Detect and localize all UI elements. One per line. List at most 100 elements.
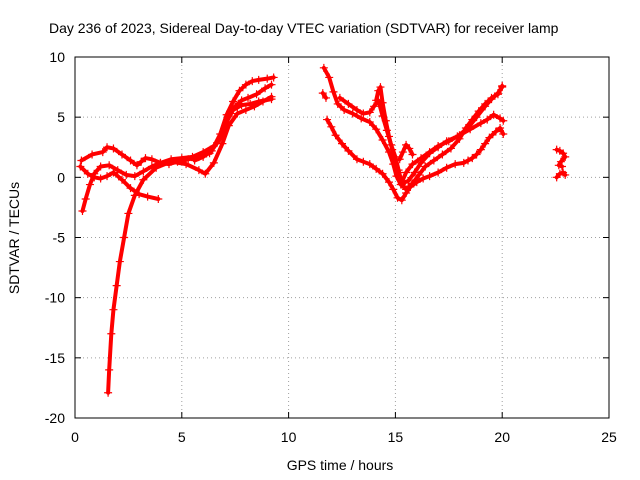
data-point [98, 148, 107, 157]
series-trace-e [190, 73, 278, 165]
data-point [237, 101, 246, 110]
data-point [141, 154, 150, 163]
data-point [154, 194, 163, 203]
data-point [83, 169, 92, 178]
data-point [496, 123, 505, 132]
y-tick-label: 0 [57, 169, 65, 185]
y-tick-label: 10 [49, 49, 65, 65]
data-point [468, 154, 477, 163]
data-point [109, 144, 118, 153]
data-point [434, 143, 443, 152]
x-tick-label: 10 [281, 429, 297, 445]
y-tick-label: 5 [57, 109, 65, 125]
data-point [331, 131, 340, 140]
data-point [209, 158, 218, 167]
data-point [498, 81, 507, 90]
data-point [229, 97, 238, 106]
data-point [190, 156, 199, 165]
data-point [376, 83, 385, 92]
data-point [455, 134, 464, 143]
data-point [96, 162, 105, 171]
data-point [325, 73, 334, 82]
data-point [410, 168, 419, 177]
x-tick-label: 25 [601, 429, 617, 445]
data-point [365, 160, 374, 169]
data-point [96, 174, 105, 183]
y-axis-label: SDTVAR / TECUs [6, 182, 22, 294]
data-point [481, 99, 490, 108]
data-point [489, 110, 498, 119]
data-point [558, 162, 567, 171]
data-point [397, 196, 406, 205]
data-point [365, 108, 374, 117]
data-point [105, 365, 114, 374]
data-point [327, 122, 336, 131]
data-point [143, 192, 152, 201]
data-point [384, 178, 393, 187]
data-point [109, 168, 118, 177]
data-point [405, 144, 414, 153]
x-axis-label: GPS time / hours [287, 457, 394, 473]
data-point [147, 162, 156, 171]
data-point [76, 162, 85, 171]
data-point [222, 110, 231, 119]
data-point [372, 125, 381, 134]
series-trace-m [552, 168, 570, 182]
data-point [263, 74, 272, 83]
data-point [391, 156, 400, 165]
series-trace-j [372, 81, 507, 194]
data-point [468, 115, 477, 124]
data-point [378, 169, 387, 178]
data-point [156, 158, 165, 167]
data-point [199, 152, 208, 161]
grid-lines [75, 57, 609, 418]
data-point [359, 109, 368, 118]
data-point [372, 164, 381, 173]
data-point [381, 116, 390, 125]
data-point [117, 175, 126, 184]
data-point [104, 388, 113, 397]
data-point [487, 93, 496, 102]
data-point [241, 80, 250, 89]
data-point [147, 155, 156, 164]
data-point [348, 109, 357, 118]
data-point [318, 89, 327, 98]
data-series [76, 63, 570, 397]
data-point [384, 132, 393, 141]
data-point [442, 163, 451, 172]
data-point [493, 90, 502, 99]
y-tick-label: -20 [45, 410, 65, 426]
data-point [408, 160, 417, 169]
data-point [491, 127, 500, 136]
data-point [438, 150, 447, 159]
data-point [344, 99, 353, 108]
data-point [372, 96, 381, 105]
data-point [561, 152, 570, 161]
x-tick-label: 5 [178, 429, 186, 445]
data-point [218, 139, 227, 148]
data-point [241, 105, 250, 114]
data-point [499, 116, 508, 125]
data-point [389, 185, 398, 194]
data-point [485, 133, 494, 142]
data-point [248, 77, 257, 86]
data-point [472, 150, 481, 159]
data-point [476, 145, 485, 154]
data-point [561, 170, 570, 179]
series-trace-l [552, 145, 570, 171]
data-point [352, 105, 361, 114]
data-point [252, 90, 261, 99]
data-point [112, 281, 121, 290]
data-point [107, 329, 116, 338]
data-point [77, 156, 86, 165]
data-point [113, 166, 122, 175]
data-point [397, 180, 406, 189]
series-trace-k [395, 140, 417, 164]
data-point [464, 156, 473, 165]
x-tick-label: 20 [494, 429, 510, 445]
data-point [378, 98, 387, 107]
y-tick-label: -10 [45, 290, 65, 306]
data-point [207, 146, 216, 155]
